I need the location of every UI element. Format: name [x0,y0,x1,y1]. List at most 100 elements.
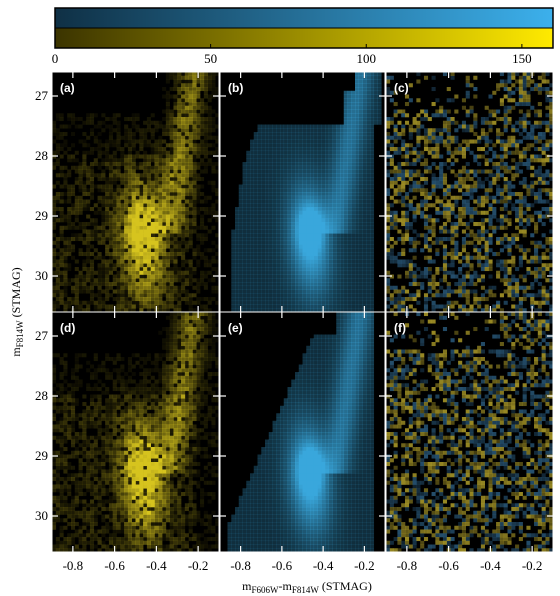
heatmap-cell [63,300,68,305]
heatmap-cell [52,139,57,144]
heatmap-cell [162,184,167,189]
heatmap-cell [291,304,296,309]
heatmap-cell [139,184,144,189]
heatmap-cell [332,162,337,167]
heatmap-cell [343,293,348,298]
heatmap-cell [389,75,394,80]
heatmap-cell [283,195,288,200]
heatmap-cell [265,165,270,170]
heatmap-cell [347,229,352,234]
heatmap-cell [317,128,322,133]
heatmap-cell [112,263,117,268]
heatmap-cell [200,184,205,189]
heatmap-cell [59,237,64,242]
heatmap-cell [177,120,182,125]
heatmap-cell [317,165,322,170]
heatmap-cell [287,124,292,129]
heatmap-cell [55,128,60,133]
heatmap-cell [545,169,550,174]
heatmap-cell [67,222,72,227]
heatmap-cell [242,214,247,219]
heatmap-cell [355,94,360,99]
heatmap-cell [454,120,459,125]
heatmap-cell [351,132,356,137]
heatmap-cell [477,252,482,257]
heatmap-cell [287,165,292,170]
heatmap-cell [265,308,270,313]
heatmap-cell [343,173,348,178]
heatmap-cell [173,304,178,309]
heatmap-cell [200,177,205,182]
heatmap-cell [158,274,163,279]
heatmap-cell [366,154,371,159]
heatmap-cell [89,263,95,268]
heatmap-cell [283,173,288,178]
heatmap-cell [488,237,493,242]
heatmap-cell [211,207,216,212]
heatmap-cell [143,165,148,170]
heatmap-cell [253,229,258,234]
heatmap-cell [465,143,470,148]
heatmap-cell [332,199,337,204]
heatmap-cell [280,180,285,185]
heatmap-cell [246,255,251,260]
heatmap-cell [295,255,300,260]
heatmap-cell [272,278,277,283]
heatmap-cell [55,199,60,204]
heatmap-cell [169,139,174,144]
heatmap-cell [67,207,72,212]
colorbar-tick-label: 50 [204,51,217,66]
heatmap-cell [74,308,79,313]
heatmap-cell [317,259,322,264]
heatmap-cell [74,158,79,163]
heatmap-cell [454,128,459,133]
heatmap-cell [310,135,315,140]
heatmap-cell [416,128,421,133]
heatmap-cell [173,229,178,234]
heatmap-cell [306,252,311,257]
heatmap-cell [250,274,255,279]
heatmap-cell [302,128,307,133]
heatmap-cell [154,184,159,189]
heatmap-cell [181,135,186,140]
heatmap-cell [231,285,236,290]
heatmap-cell [306,128,311,133]
heatmap-cell [480,218,485,223]
heatmap-cell [165,270,170,275]
heatmap-cell [150,143,155,148]
heatmap-cell [515,128,520,133]
heatmap-cell [101,162,106,167]
heatmap-cell [302,195,307,200]
colorbar: 0 50 100 150 [52,7,554,66]
heatmap-cell [310,124,315,129]
heatmap-cell [169,222,174,227]
heatmap-cell [496,218,501,223]
heatmap-cell [522,180,527,185]
heatmap-cell [82,173,87,178]
heatmap-cell [158,285,163,290]
heatmap-cell [143,139,148,144]
heatmap-cell [272,300,277,305]
heatmap-cell [97,274,102,279]
heatmap-cell [89,259,95,264]
heatmap-cell [120,285,125,290]
heatmap-cell [313,293,318,298]
heatmap-cell [257,165,262,170]
heatmap-cell [340,270,345,275]
heatmap-cell [242,233,247,238]
heatmap-cell [412,237,417,242]
heatmap-cell [173,222,178,227]
heatmap-cell [302,199,307,204]
heatmap-cell [484,240,489,245]
heatmap-cell [302,139,307,144]
heatmap-cell [511,203,516,208]
heatmap-cell [184,117,189,122]
heatmap-cell [196,132,201,137]
heatmap-cell [108,132,114,137]
heatmap-cell [332,128,337,133]
heatmap-cell [272,147,277,152]
heatmap-cell [295,203,300,208]
heatmap-cell [135,192,140,197]
heatmap-cell [499,72,504,77]
heatmap-cell [496,135,501,140]
